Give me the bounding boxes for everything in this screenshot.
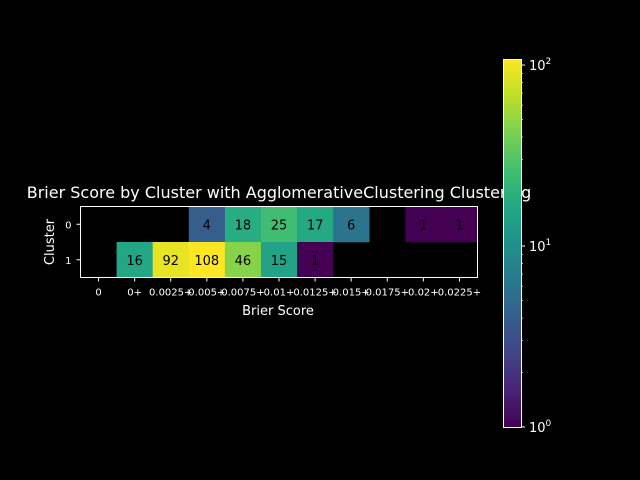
heatmap-cell	[116, 242, 153, 278]
cell-value-label: 108	[194, 254, 219, 269]
heatmap-cell	[224, 242, 262, 278]
x-tick-label: 0.0225+	[438, 288, 481, 299]
chart-title: Brier Score by Cluster with Agglomerativ…	[27, 183, 532, 202]
x-tick-label: 0.005+	[188, 288, 225, 299]
cell-value-label: 46	[235, 254, 252, 269]
cell-value-label: 4	[203, 218, 211, 233]
y-axis-ticks: 01	[65, 220, 81, 267]
x-tick-label: 0.0125+	[293, 288, 336, 299]
y-axis-title: Cluster	[43, 218, 58, 265]
heatmap-cell-labels: 4 18 25 17 6 1 116 92 108 46 15 1	[126, 218, 463, 269]
x-tick-label: 0.02+	[408, 288, 439, 299]
x-tick-label: 0.0025+	[149, 288, 192, 299]
colorbar-tick-label: 102	[529, 57, 551, 74]
heatmap-cell	[405, 206, 442, 243]
heatmap-cell	[224, 206, 262, 243]
colorbar-tick-label: 100	[529, 419, 552, 436]
cell-value-label: 92	[162, 254, 179, 269]
cell-value-label: 1	[311, 254, 319, 269]
colorbar-frame	[503, 59, 522, 428]
cell-value-label: 16	[126, 254, 143, 269]
heatmap-cell	[297, 242, 334, 278]
colorbar-gradient	[503, 59, 521, 427]
x-axis-ticks: 0 0+ 0.0025+0.005+0.0075+ 0.01+ 0.0125+0.015…	[95, 277, 481, 299]
x-tick-label: 0.01+	[264, 288, 295, 299]
colorbar-ticks: 100 101 102	[521, 57, 552, 436]
heatmap-cell	[152, 242, 190, 278]
heatmap-cell	[297, 206, 334, 243]
heatmap-cell	[260, 206, 298, 243]
x-axis-title: Brier Score	[242, 304, 314, 319]
x-tick-label: 0	[95, 288, 101, 299]
cell-value-label: 15	[271, 254, 288, 269]
cell-value-label: 1	[419, 218, 427, 233]
y-tick-label: 0	[65, 220, 71, 231]
heatmap-cells	[116, 206, 478, 278]
heatmap-cell	[260, 242, 298, 278]
cell-value-label: 6	[347, 218, 355, 233]
heatmap-cell	[333, 206, 370, 243]
x-tick-label: 0.015+	[333, 288, 370, 299]
cell-value-label: 25	[271, 218, 288, 233]
cell-value-label: 17	[307, 218, 324, 233]
colorbar: 100 101 102	[503, 57, 552, 436]
heatmap-cell	[188, 242, 226, 278]
heatmap-cell	[441, 206, 478, 243]
x-tick-label: 0+	[127, 288, 142, 299]
heatmap-cell	[188, 206, 226, 243]
y-tick-label: 1	[65, 256, 71, 267]
x-tick-label: 0.0175+	[366, 288, 409, 299]
cell-value-label: 18	[235, 218, 252, 233]
x-tick-label: 0.0075+	[221, 288, 264, 299]
colorbar-tick-label: 101	[529, 238, 551, 255]
cell-value-label: 1	[455, 218, 463, 233]
